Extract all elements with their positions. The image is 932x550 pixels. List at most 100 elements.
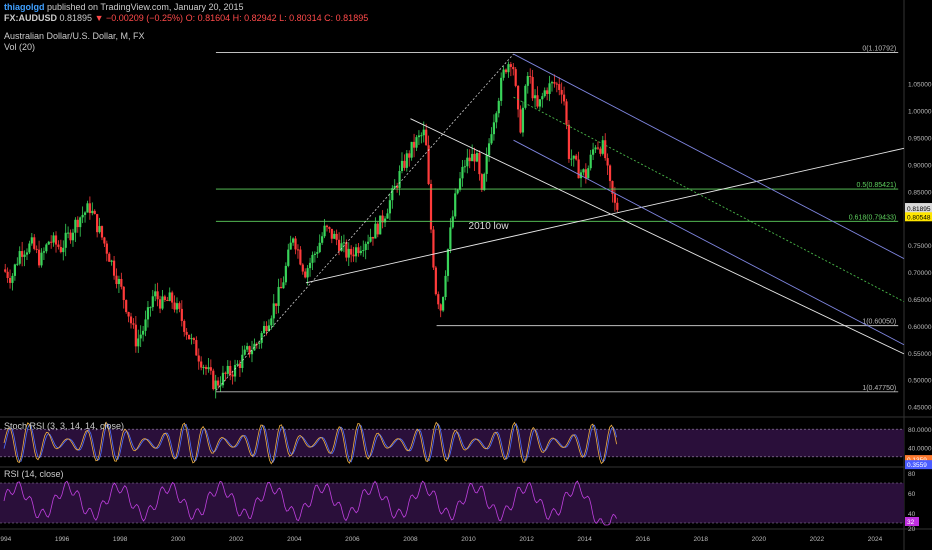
last-price-tag <box>905 203 932 214</box>
time-tick-label: 2010 <box>461 536 476 543</box>
price-tick-label: 0.45000 <box>908 405 932 412</box>
time-tick-label: 2008 <box>403 536 418 543</box>
candle-body <box>202 366 205 368</box>
candle-body <box>524 85 527 108</box>
candle-body <box>173 302 176 310</box>
candle-body <box>132 323 135 325</box>
candle-body <box>74 219 77 233</box>
candle-body <box>398 171 401 188</box>
candle-body <box>616 202 619 210</box>
candle-body <box>362 250 365 252</box>
candle-body <box>154 291 157 297</box>
candle-body <box>229 365 232 375</box>
rsi-tick-label: 20 <box>908 526 916 533</box>
candle-body <box>28 243 31 253</box>
time-tick-label: 2006 <box>345 536 360 543</box>
trend-line <box>305 147 905 284</box>
candle-body <box>238 363 241 369</box>
candle-body <box>112 260 116 276</box>
annotation-2010-low: 2010 low <box>469 221 510 232</box>
price-tick-label: 0.85000 <box>908 189 932 196</box>
candle-body <box>572 155 575 159</box>
price-tick-label: 0.60000 <box>908 324 932 331</box>
candle-body <box>137 338 140 347</box>
price-tick-label: 0.55000 <box>908 351 932 358</box>
candle-body <box>37 249 41 266</box>
candle-body <box>318 242 321 253</box>
candle-body <box>299 249 302 265</box>
candle-body <box>345 242 348 258</box>
candle-body <box>221 372 225 386</box>
candle-body <box>427 145 430 184</box>
symbol-label[interactable]: FX:AUDUSD <box>4 13 57 23</box>
candle-body <box>52 235 55 243</box>
candle-body <box>125 300 128 312</box>
candle-body <box>217 380 220 386</box>
candle-body <box>67 232 70 234</box>
candle-body <box>429 183 433 230</box>
time-tick-label: 1998 <box>113 536 128 543</box>
candle-body <box>328 227 331 229</box>
candle-body <box>604 140 607 159</box>
candle-body <box>178 303 181 309</box>
candle-body <box>442 297 445 311</box>
candle-body <box>611 181 614 194</box>
candle-body <box>533 95 537 99</box>
candle-body <box>400 160 404 172</box>
candle-body <box>262 325 266 334</box>
candle-body <box>468 157 471 162</box>
trend-line <box>215 53 514 391</box>
candle-body <box>434 267 437 295</box>
candle-body <box>471 153 474 162</box>
candle-body <box>536 95 539 107</box>
candle-body <box>596 147 600 149</box>
candle-body <box>543 90 546 97</box>
candle-body <box>54 235 58 245</box>
channel-line <box>513 96 905 303</box>
candle-body <box>190 338 193 340</box>
candle-body <box>374 223 377 239</box>
candle-body <box>311 254 314 263</box>
candle-body <box>575 155 578 160</box>
candle-body <box>98 226 101 233</box>
last-price: 0.81895 <box>59 13 93 23</box>
time-tick-label: 2004 <box>287 536 302 543</box>
rsi-value-tag-label: 32 <box>907 519 915 526</box>
price-tick-label: 0.50000 <box>908 378 932 385</box>
candle-body <box>50 241 53 243</box>
candle-body <box>100 226 104 238</box>
candle-body <box>209 367 212 371</box>
candle-body <box>25 252 29 255</box>
candle-body <box>519 109 522 133</box>
stoch-d-line <box>3 422 617 464</box>
ohlc-values: O: 0.81604 H: 0.82942 L: 0.80314 C: 0.81… <box>185 13 369 23</box>
candle-body <box>11 275 14 283</box>
time-tick-label: 2018 <box>694 536 709 543</box>
candle-body <box>4 269 7 272</box>
candle-body <box>296 249 300 251</box>
quote-line: FX:AUDUSD 0.81895 ▼ −0.00209 (−0.25%) O:… <box>4 13 368 24</box>
candle-body <box>91 210 94 214</box>
candle-body <box>183 320 186 332</box>
channel-line <box>513 53 905 260</box>
candle-body <box>270 318 273 326</box>
candle-body <box>277 286 280 306</box>
time-tick-label: 2020 <box>752 536 767 543</box>
time-tick-label: 2014 <box>577 536 592 543</box>
fib-level-label: 0.618(0.79433) <box>849 214 896 221</box>
candle-body <box>321 236 324 243</box>
rsi-line <box>3 480 617 526</box>
candle-body <box>410 141 413 158</box>
candle-body <box>383 218 387 223</box>
published-text: published on TradingView.com, January 20… <box>47 2 244 12</box>
candle-body <box>134 324 137 347</box>
candle-body <box>122 286 125 301</box>
candle-body <box>405 153 408 168</box>
candle-body <box>88 203 91 214</box>
author-link[interactable]: thiagolgd <box>4 2 45 12</box>
candle-body <box>451 216 454 228</box>
candle-body <box>33 237 36 249</box>
candle-body <box>507 64 510 73</box>
candle-body <box>432 229 435 268</box>
